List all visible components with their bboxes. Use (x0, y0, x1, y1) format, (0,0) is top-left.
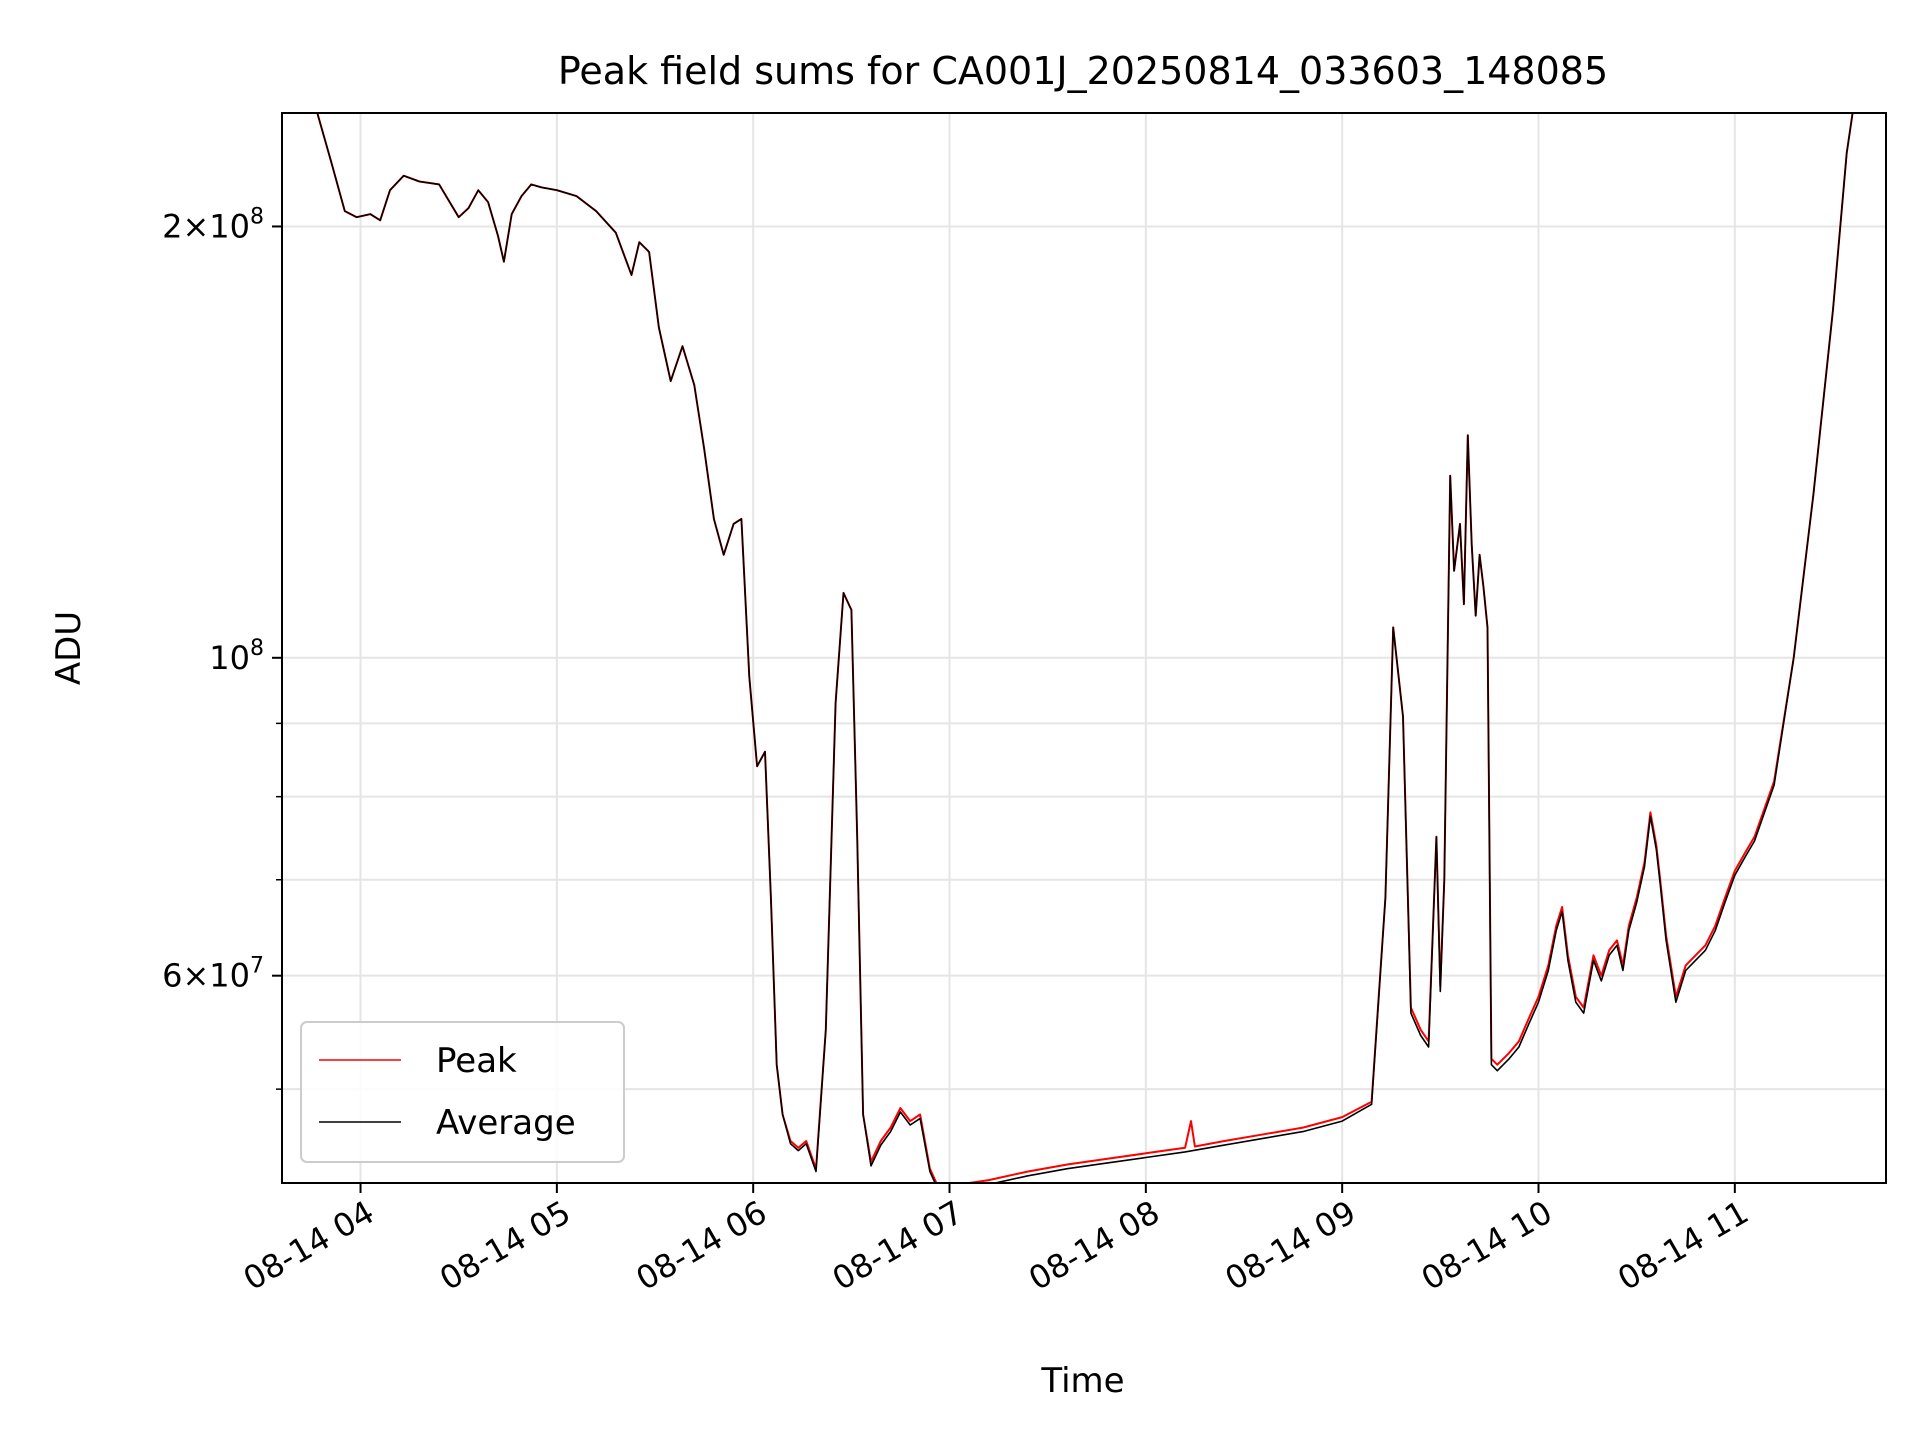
axes-frame (281, 112, 1887, 1184)
legend-label-average: Average (436, 1103, 576, 1143)
legend-box (300, 1021, 625, 1163)
y-tick-label: 6×107 (162, 954, 264, 995)
series (316, 113, 1854, 1183)
y-axis-label: ADU (49, 611, 89, 685)
y-tick-label: 2×108 (162, 204, 264, 245)
y-ticks: 2×108 108 6×107 (162, 204, 282, 1090)
legend: Peak Average (300, 1021, 625, 1163)
y-tick-label: 108 (209, 636, 264, 677)
chart-title: Peak field sums for CA001J_20250814_0336… (558, 49, 1608, 93)
legend-label-peak: Peak (436, 1041, 517, 1081)
series-line-average (316, 113, 1854, 1183)
x-axis-label: Time (1040, 1361, 1124, 1401)
plot-area (316, 113, 1854, 1183)
